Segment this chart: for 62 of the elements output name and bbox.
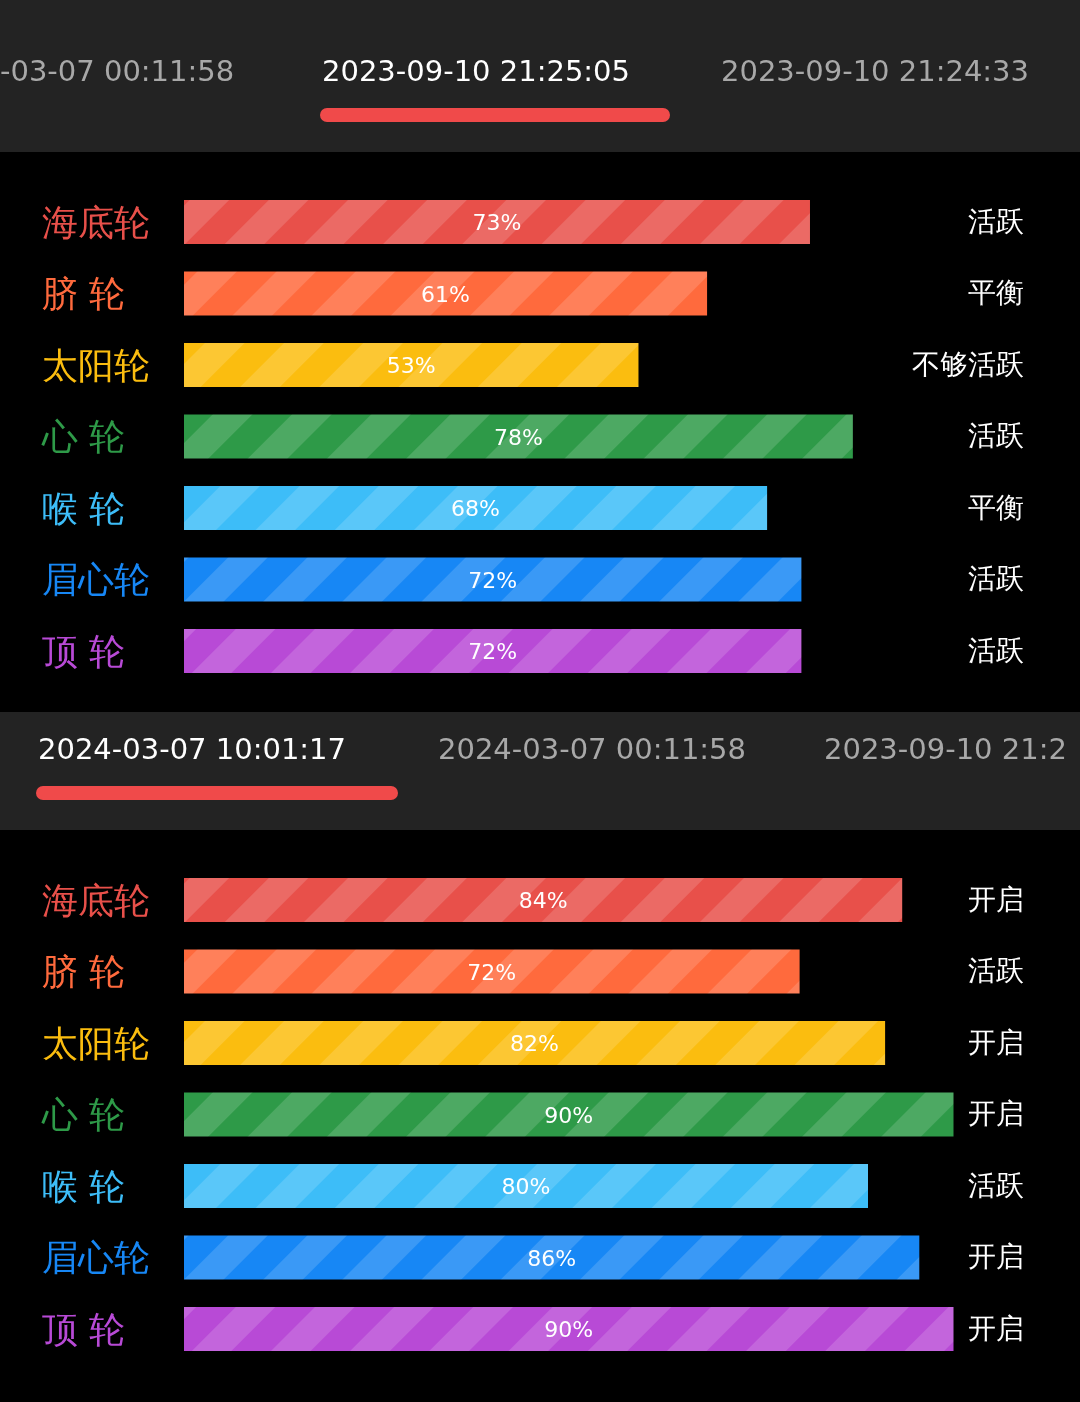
text: 活跃 (968, 418, 1024, 455)
text: 平衡 (968, 489, 1024, 526)
text: 开启 (968, 881, 1024, 918)
data-label: 61% (421, 281, 470, 307)
text: 不够活跃 (912, 346, 1024, 383)
data-label: 72% (468, 639, 518, 664)
category-label: 顶 轮 (42, 1308, 126, 1350)
bar (184, 200, 810, 244)
text: 开启 (968, 1239, 1024, 1276)
bar (184, 629, 802, 673)
data-label: 53% (386, 353, 436, 378)
data-label: 90% (544, 1317, 594, 1342)
bar (184, 557, 802, 602)
text: 活跃 (968, 561, 1024, 598)
data-label: 78% (493, 424, 543, 450)
category-label: 顶 轮 (42, 630, 126, 672)
category-label: 喉 轮 (42, 487, 126, 529)
data-label: 72% (468, 567, 518, 593)
text: 2024-03-07 00:11:58 (438, 732, 746, 766)
bar (184, 271, 708, 316)
text: 活跃 (968, 632, 1024, 669)
category-label: 太阳轮 (42, 344, 150, 386)
category-label: 眉心轮 (42, 1237, 150, 1279)
bar (184, 343, 639, 387)
chart-title: 2024-03-07 10:01:17 (38, 732, 346, 766)
bar (184, 414, 853, 459)
bar (184, 1164, 868, 1208)
text: 活跃 (968, 1167, 1024, 1204)
text: 开启 (968, 1096, 1024, 1133)
data-label: 82% (510, 1031, 559, 1056)
bar (184, 878, 903, 922)
bar (184, 1092, 954, 1137)
category-label: 眉心轮 (42, 559, 150, 601)
data-label: 72% (467, 959, 517, 985)
data-label: 84% (518, 888, 568, 913)
text: 活跃 (968, 953, 1024, 990)
data-label: 90% (544, 1102, 594, 1128)
bar (184, 1021, 886, 1065)
text: 2023-09-10 21:2 (824, 732, 1067, 766)
category-label: 太阳轮 (42, 1022, 150, 1064)
text: 活跃 (968, 203, 1024, 240)
text: 开启 (968, 1310, 1024, 1347)
category-label: 心 轮 (42, 416, 126, 458)
category-label: 海底轮 (42, 879, 150, 921)
category-label: 脐 轮 (42, 951, 126, 993)
bar (184, 486, 768, 530)
category-label: 喉 轮 (42, 1165, 126, 1207)
category-label: 海底轮 (42, 201, 150, 243)
bar (184, 949, 800, 994)
text: 2023-09-10 21:24:33 (721, 54, 1029, 88)
text: 开启 (968, 1024, 1024, 1061)
category-label: 脐 轮 (42, 273, 126, 315)
bar (184, 1235, 920, 1280)
data-label: 73% (472, 210, 522, 235)
category-label: 心 轮 (42, 1094, 126, 1136)
chart-title: 2023-09-10 21:25:05 (322, 54, 630, 88)
data-label: 86% (527, 1245, 577, 1271)
text: 平衡 (968, 275, 1024, 312)
text: -03-07 00:11:58 (0, 54, 235, 88)
data-label: 80% (501, 1174, 551, 1199)
bar (184, 1307, 954, 1351)
data-label: 68% (451, 496, 500, 521)
